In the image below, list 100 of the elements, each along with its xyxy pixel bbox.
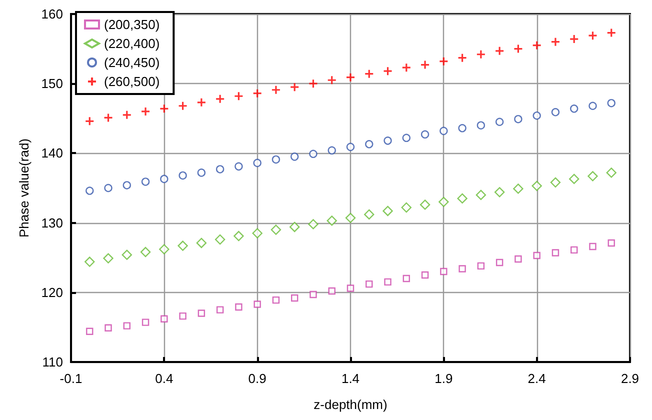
point — [438, 56, 448, 66]
point — [513, 44, 523, 54]
point — [346, 72, 356, 82]
point — [252, 228, 262, 238]
point — [272, 296, 280, 304]
point — [550, 177, 561, 188]
point — [552, 249, 560, 256]
point — [366, 280, 373, 288]
point — [607, 98, 616, 108]
point — [84, 116, 94, 126]
x-tick-label: 0.4 — [155, 371, 174, 386]
point — [402, 134, 410, 142]
point — [122, 181, 131, 190]
point — [420, 200, 430, 210]
x-axis-title: z-depth(mm) — [314, 397, 388, 412]
point — [533, 252, 540, 260]
point — [420, 130, 430, 139]
point — [364, 69, 374, 79]
point — [104, 324, 112, 332]
point — [364, 209, 374, 220]
point — [308, 219, 318, 230]
point — [384, 136, 392, 145]
point — [290, 152, 299, 161]
y-tick-label: 140 — [41, 146, 63, 161]
legend-label: (200,350) — [104, 17, 160, 32]
point — [495, 118, 504, 126]
point — [402, 62, 412, 72]
point — [308, 78, 318, 88]
point — [197, 168, 206, 177]
point — [214, 234, 226, 245]
point — [477, 262, 485, 270]
point — [86, 186, 94, 195]
point — [215, 94, 225, 104]
point — [606, 168, 616, 178]
point — [179, 312, 186, 320]
x-tick-label: 1.9 — [434, 371, 453, 386]
point — [159, 244, 170, 254]
point — [550, 37, 560, 47]
point — [457, 193, 468, 204]
point — [570, 246, 578, 254]
point — [365, 140, 374, 148]
point — [588, 30, 598, 40]
point — [346, 284, 354, 292]
point — [178, 240, 188, 251]
point — [140, 106, 150, 116]
point — [476, 190, 486, 200]
point — [178, 101, 188, 111]
y-tick-label: 150 — [41, 76, 63, 92]
point — [494, 187, 505, 198]
point — [291, 294, 298, 302]
y-tick-label: 130 — [41, 215, 63, 230]
point — [309, 150, 318, 158]
point — [328, 146, 336, 155]
point — [401, 202, 412, 213]
point — [253, 158, 262, 168]
point — [382, 66, 393, 76]
point — [290, 222, 300, 232]
point — [532, 112, 541, 120]
point — [569, 34, 579, 44]
point — [494, 46, 504, 56]
point — [310, 290, 317, 298]
point — [122, 110, 132, 120]
point — [328, 287, 336, 295]
point — [345, 212, 356, 224]
point — [514, 115, 522, 124]
point — [270, 224, 282, 235]
point — [235, 303, 242, 311]
point — [496, 258, 504, 266]
point — [123, 322, 130, 330]
x-tick-label: 2.4 — [528, 371, 546, 386]
point — [551, 108, 560, 116]
point — [234, 162, 243, 171]
point — [252, 88, 262, 98]
point — [142, 318, 150, 326]
point — [476, 50, 486, 60]
point — [196, 238, 207, 248]
point — [216, 165, 224, 174]
point — [290, 82, 300, 92]
point — [272, 155, 280, 164]
point — [140, 246, 151, 258]
point — [438, 196, 449, 208]
point — [141, 178, 150, 186]
point — [420, 60, 430, 70]
x-tick-label: 0.9 — [248, 371, 266, 386]
point — [440, 126, 448, 136]
point — [271, 85, 281, 95]
point — [421, 271, 429, 279]
point — [589, 242, 596, 250]
point — [216, 306, 224, 314]
point — [513, 184, 524, 194]
point — [458, 53, 468, 63]
point — [103, 112, 114, 123]
point — [514, 255, 522, 263]
point — [178, 171, 187, 180]
point — [440, 268, 448, 276]
x-tick-label: 1.4 — [341, 371, 360, 386]
point — [160, 174, 168, 184]
point — [159, 104, 169, 114]
point — [84, 256, 95, 267]
x-tick-label: 2.9 — [620, 371, 640, 386]
